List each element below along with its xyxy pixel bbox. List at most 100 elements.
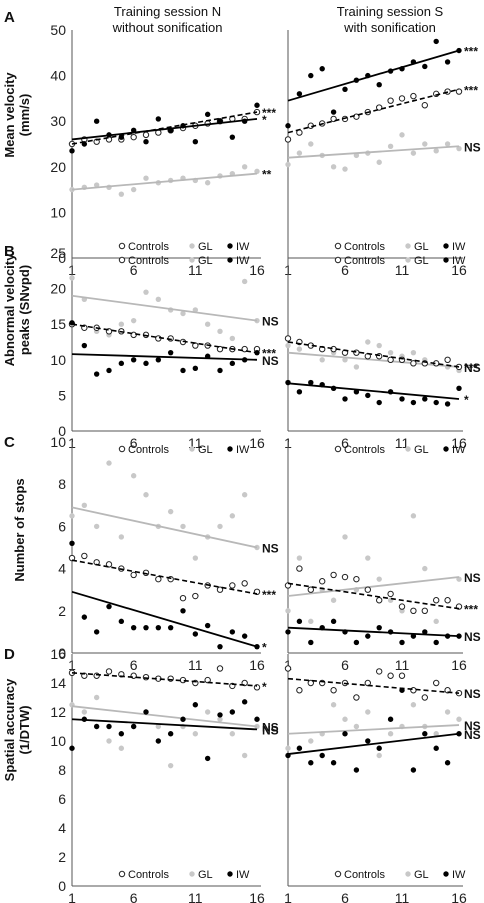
point-iw bbox=[229, 134, 236, 140]
point-gl bbox=[204, 709, 211, 715]
significance-label: * bbox=[262, 680, 267, 694]
point-iw bbox=[422, 63, 428, 70]
point-iw bbox=[167, 731, 174, 737]
point-gl bbox=[308, 618, 314, 625]
point-controls bbox=[410, 92, 417, 100]
y-tick-label: 12 bbox=[50, 704, 66, 720]
y-axis-title: Abnormal velocitypeaks (SNvpd) bbox=[2, 253, 32, 366]
legend-marker-gl bbox=[189, 446, 195, 452]
legend-marker-iw bbox=[443, 257, 449, 263]
point-iw bbox=[330, 760, 337, 766]
legend-label-gl: GL bbox=[198, 444, 213, 456]
y-axis-title-line: Number of stops bbox=[12, 478, 27, 581]
point-iw bbox=[456, 385, 462, 391]
point-iw bbox=[217, 367, 223, 374]
x-tick-label: 16 bbox=[249, 435, 265, 451]
point-gl bbox=[444, 709, 451, 715]
point-controls bbox=[216, 586, 224, 593]
significance-label: NS bbox=[464, 571, 481, 585]
point-gl bbox=[342, 166, 348, 172]
point-iw bbox=[155, 357, 162, 363]
point-iw bbox=[69, 745, 75, 751]
point-gl bbox=[376, 752, 382, 759]
x-tick-label: 11 bbox=[395, 657, 410, 673]
point-gl bbox=[444, 141, 451, 147]
point-iw bbox=[387, 716, 394, 722]
legend-marker-gl bbox=[189, 871, 195, 877]
point-gl bbox=[118, 534, 125, 540]
y-axis-title-line: (mm/s) bbox=[17, 94, 32, 137]
point-iw bbox=[308, 639, 314, 646]
point-iw bbox=[106, 603, 112, 610]
point-gl bbox=[285, 161, 291, 168]
trend-line-iw bbox=[71, 353, 258, 361]
legend-label-controls: Controls bbox=[344, 241, 385, 253]
legend-label-iw: IW bbox=[452, 241, 466, 253]
x-tick-label: 16 bbox=[451, 262, 467, 278]
y-tick-label: 10 bbox=[50, 352, 66, 368]
y-tick-label: 8 bbox=[58, 762, 66, 778]
point-controls bbox=[130, 133, 137, 141]
x-tick-label: 6 bbox=[341, 262, 349, 278]
point-iw bbox=[353, 767, 360, 773]
point-controls bbox=[364, 586, 371, 593]
significance-label: * bbox=[262, 641, 267, 655]
point-gl bbox=[422, 141, 428, 147]
point-gl bbox=[353, 364, 360, 370]
point-iw bbox=[155, 738, 162, 744]
point-iw bbox=[118, 731, 125, 737]
point-iw bbox=[365, 392, 371, 399]
point-gl bbox=[387, 143, 394, 149]
point-iw bbox=[342, 86, 348, 92]
point-iw bbox=[93, 723, 100, 730]
point-gl bbox=[167, 762, 174, 769]
legend-marker-iw bbox=[227, 871, 233, 877]
point-iw bbox=[118, 134, 125, 140]
significance-label: *** bbox=[262, 106, 276, 120]
point-gl bbox=[93, 182, 100, 188]
point-gl bbox=[241, 164, 248, 170]
point-iw bbox=[308, 72, 314, 79]
x-tick-label: 6 bbox=[130, 890, 138, 903]
legend-marker-controls bbox=[334, 445, 342, 453]
point-iw bbox=[217, 643, 223, 650]
legend-marker-iw bbox=[227, 446, 233, 452]
significance-label: * bbox=[464, 393, 469, 407]
point-iw bbox=[376, 624, 382, 631]
legend-marker-gl bbox=[405, 257, 411, 263]
point-iw bbox=[229, 709, 236, 715]
session-title-S: Training session S with sonification bbox=[320, 4, 460, 36]
point-controls bbox=[421, 694, 428, 701]
point-gl bbox=[93, 523, 100, 530]
point-gl bbox=[365, 555, 371, 561]
point-controls bbox=[398, 603, 406, 610]
significance-label: NS bbox=[464, 630, 481, 644]
point-controls bbox=[284, 136, 292, 143]
point-iw bbox=[143, 709, 149, 715]
legend-label-iw: IW bbox=[236, 241, 250, 253]
significance-label: NS bbox=[464, 361, 481, 375]
point-gl bbox=[204, 321, 211, 327]
trend-line-iw bbox=[287, 49, 460, 102]
point-controls bbox=[376, 668, 383, 675]
point-gl bbox=[376, 159, 382, 165]
point-iw bbox=[433, 399, 439, 406]
point-gl bbox=[217, 328, 223, 335]
trend-line-iw bbox=[287, 626, 460, 638]
point-iw bbox=[308, 760, 314, 766]
legend-marker-iw bbox=[227, 243, 233, 249]
point-iw bbox=[444, 760, 451, 766]
legend-label-controls: Controls bbox=[128, 255, 169, 267]
y-tick-label: 2 bbox=[58, 603, 66, 619]
trend-line-gl bbox=[71, 294, 258, 322]
point-gl bbox=[319, 357, 325, 363]
trend-line-controls bbox=[287, 341, 460, 368]
point-iw bbox=[399, 687, 405, 693]
point-controls bbox=[455, 88, 463, 95]
point-gl bbox=[365, 709, 371, 715]
point-iw bbox=[296, 745, 303, 751]
legend-label-gl: GL bbox=[198, 255, 213, 267]
